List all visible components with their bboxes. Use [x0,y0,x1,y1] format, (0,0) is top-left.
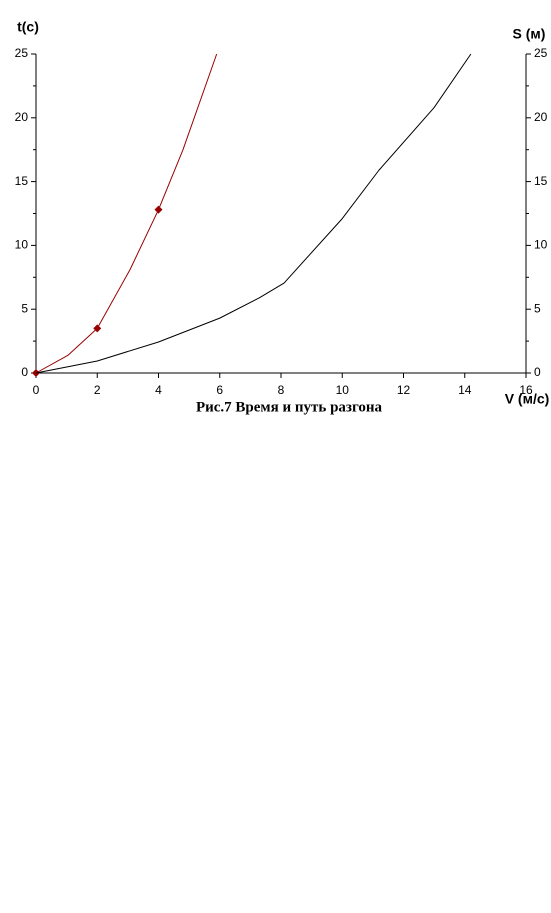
data-line [35,53,472,374]
y-tick-label: 20 [15,110,29,124]
x-tick-label: 10 [336,383,350,397]
x-tick-label: 6 [216,383,223,397]
x-tick-label: 4 [155,383,162,397]
y2-tick-label: 20 [534,110,548,124]
y-tick-label: 10 [15,238,29,252]
y2-tick-label: 5 [534,301,541,315]
x-tick-label: 16 [519,383,533,397]
data-point [154,205,163,214]
y2-tick-label: 10 [534,238,548,252]
y-tick-label: 0 [21,365,28,379]
data-line [35,53,218,374]
x-tick-label: 12 [397,383,411,397]
y-tick-label: 15 [15,174,29,188]
x-tick-label: 0 [33,383,40,397]
caption: Рис.7 Время и путь разгона [196,399,383,415]
y2-tick-label: 15 [534,174,548,188]
x-tick-label: 2 [94,383,101,397]
y2-tick-label: 0 [534,365,541,379]
y2-axis-title: S (м) [513,26,546,42]
data-point [93,324,102,333]
y-tick-label: 25 [15,46,29,60]
x-tick-label: 14 [458,383,472,397]
y-tick-label: 5 [21,301,28,315]
y-axis-title: t(c) [17,19,39,35]
x-axis-title: V (м/с) [505,391,550,407]
y2-tick-label: 25 [534,46,548,60]
x-tick-label: 8 [278,383,285,397]
